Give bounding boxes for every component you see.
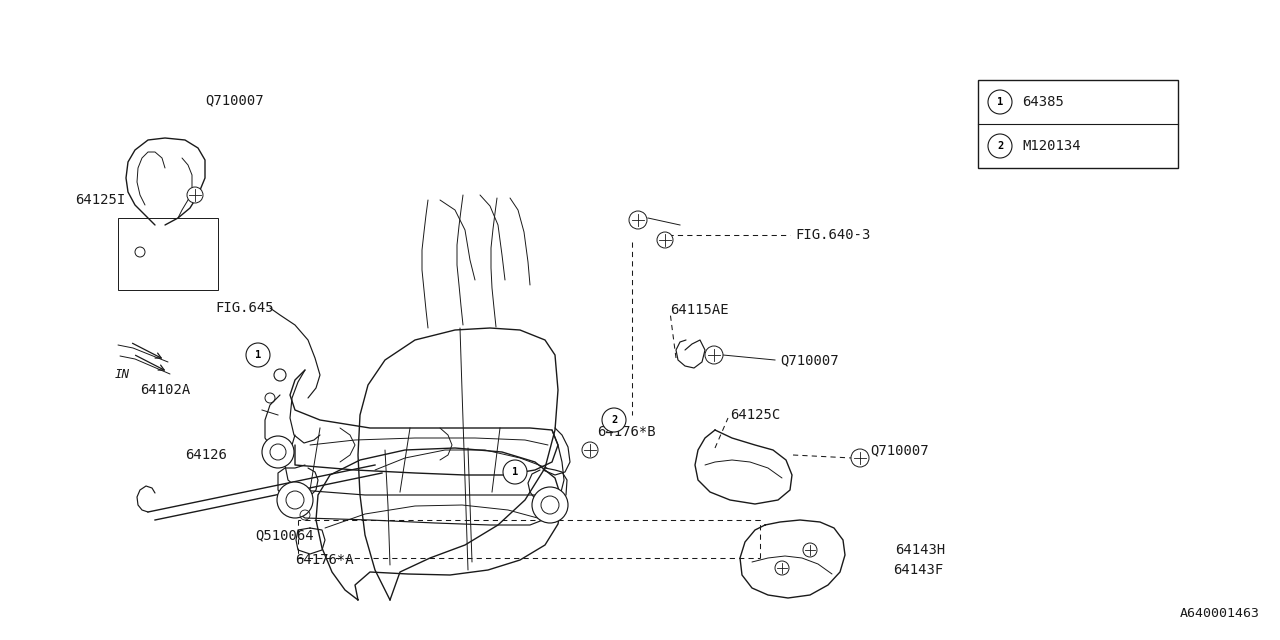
Text: Q710007: Q710007: [205, 93, 264, 107]
Text: 64385: 64385: [1021, 95, 1064, 109]
Circle shape: [246, 343, 270, 367]
Circle shape: [503, 460, 527, 484]
Text: Q710007: Q710007: [870, 443, 928, 457]
Circle shape: [988, 90, 1012, 114]
Text: 1: 1: [255, 350, 261, 360]
Text: 64176*A: 64176*A: [294, 553, 353, 567]
Circle shape: [657, 232, 673, 248]
Circle shape: [851, 449, 869, 467]
Circle shape: [628, 211, 646, 229]
Text: 64125C: 64125C: [730, 408, 781, 422]
Circle shape: [803, 543, 817, 557]
Circle shape: [532, 487, 568, 523]
Circle shape: [774, 561, 788, 575]
Bar: [978, 80, 1178, 168]
Text: 64176*B: 64176*B: [596, 425, 655, 439]
Circle shape: [705, 346, 723, 364]
Bar: [118, 218, 218, 290]
Circle shape: [274, 369, 285, 381]
Text: 1: 1: [997, 97, 1004, 107]
Text: 64102A: 64102A: [140, 383, 191, 397]
Text: 1: 1: [512, 467, 518, 477]
Text: 2: 2: [611, 415, 617, 425]
Text: Q710007: Q710007: [780, 353, 838, 367]
Text: M120134: M120134: [1021, 139, 1080, 153]
Circle shape: [582, 442, 598, 458]
Circle shape: [276, 482, 314, 518]
Circle shape: [602, 408, 626, 432]
Text: 64143F: 64143F: [893, 563, 943, 577]
Text: 64125I: 64125I: [76, 193, 125, 207]
Text: 64126: 64126: [186, 448, 227, 462]
Circle shape: [187, 187, 204, 203]
Text: 64143H: 64143H: [895, 543, 945, 557]
Circle shape: [988, 134, 1012, 158]
Text: FIG.645: FIG.645: [215, 301, 274, 315]
Text: 64115AE: 64115AE: [669, 303, 728, 317]
Text: 2: 2: [997, 141, 1004, 151]
Circle shape: [262, 436, 294, 468]
Text: IN: IN: [115, 368, 131, 381]
Text: A640001463: A640001463: [1180, 607, 1260, 620]
Text: FIG.640-3: FIG.640-3: [795, 228, 870, 242]
Text: Q510064: Q510064: [255, 528, 314, 542]
